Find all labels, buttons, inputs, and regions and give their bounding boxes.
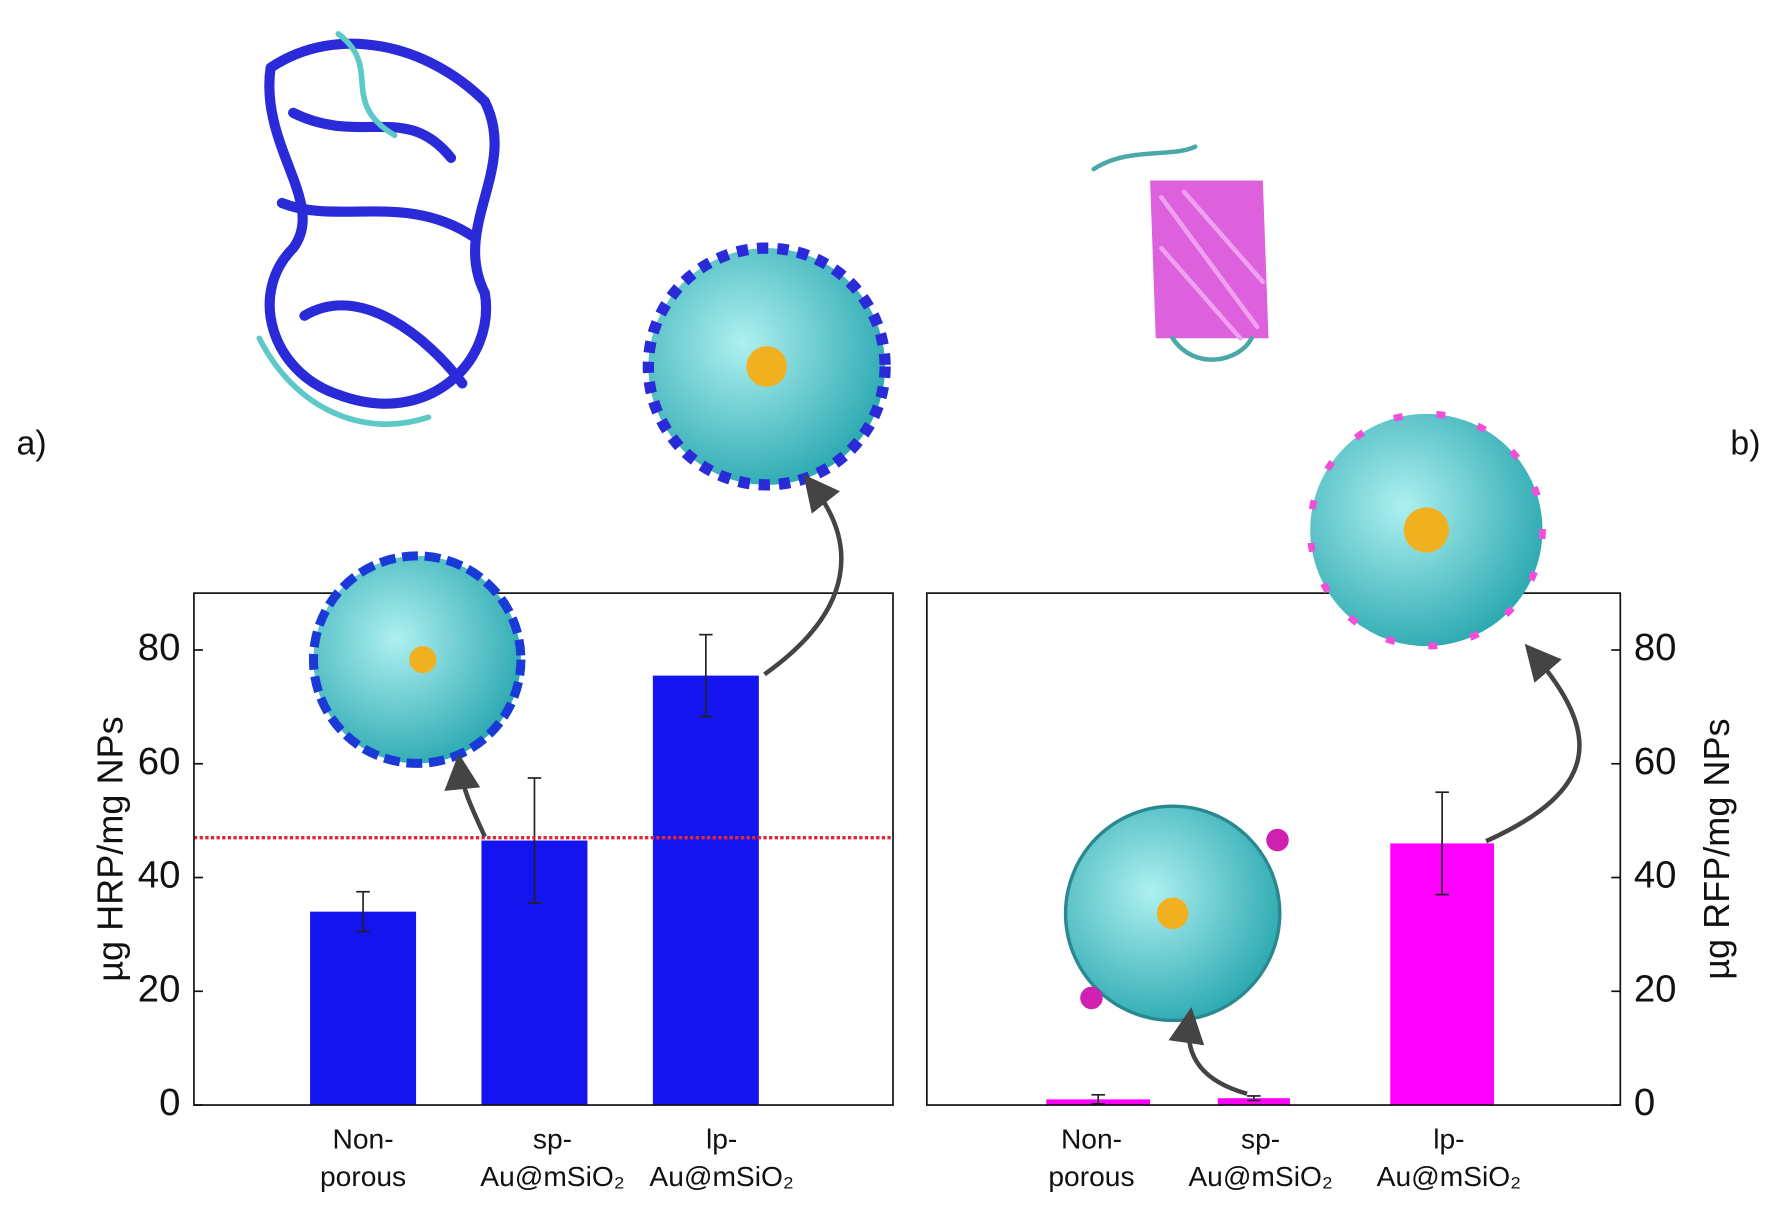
y-tick-label: 60 [1634, 740, 1677, 783]
panel-label: b) [1730, 424, 1760, 462]
error-bar [1247, 1095, 1261, 1102]
x-tick-label: Au@mSiO₂ [480, 1160, 624, 1192]
y-axis-label: µg HRP/mg NPs [89, 716, 130, 981]
bar [310, 911, 417, 1106]
x-tick-label: porous [1048, 1160, 1134, 1192]
y-tick-label: 40 [138, 854, 181, 897]
y-tick-label: 20 [1634, 967, 1677, 1010]
x-tick-label: Au@mSiO₂ [1377, 1160, 1521, 1192]
error-bar [1435, 791, 1449, 896]
plot-frame [926, 592, 1622, 1106]
nanoparticle-illustrations [308, 242, 1546, 1023]
y-tick-label: 40 [1634, 854, 1677, 897]
protein-hrp [256, 31, 500, 427]
protein-rfp [1091, 144, 1269, 362]
y-axis-label: µg RFP/mg NPs [1696, 718, 1737, 979]
x-tick-label: Au@mSiO₂ [649, 1160, 793, 1192]
x-tick-label: porous [320, 1160, 406, 1192]
x-tick-label: Non- [1061, 1123, 1122, 1155]
y-tick-label: 60 [138, 740, 181, 783]
y-tick-label: 20 [138, 967, 181, 1010]
x-tick-label: Non- [333, 1123, 394, 1155]
y-tick-label: 80 [1634, 626, 1677, 669]
bar [652, 675, 759, 1106]
y-tick-label: 80 [138, 626, 181, 669]
panel-label: a) [17, 424, 47, 462]
error-bar [1091, 1093, 1105, 1105]
x-tick-label: Au@mSiO₂ [1188, 1160, 1332, 1192]
y-tick-label: 0 [1634, 1081, 1655, 1124]
bar [1217, 1098, 1290, 1106]
y-tick-label: 0 [159, 1081, 180, 1124]
x-tick-label: lp- [706, 1123, 737, 1155]
error-bar [699, 633, 713, 718]
arrows [444, 474, 1582, 1096]
error-bar [527, 777, 542, 904]
x-tick-label: sp- [533, 1123, 572, 1155]
x-tick-label: sp- [1241, 1123, 1280, 1155]
x-tick-label: lp- [1433, 1123, 1464, 1155]
plot-frame [193, 592, 894, 1106]
error-bar [356, 890, 370, 933]
